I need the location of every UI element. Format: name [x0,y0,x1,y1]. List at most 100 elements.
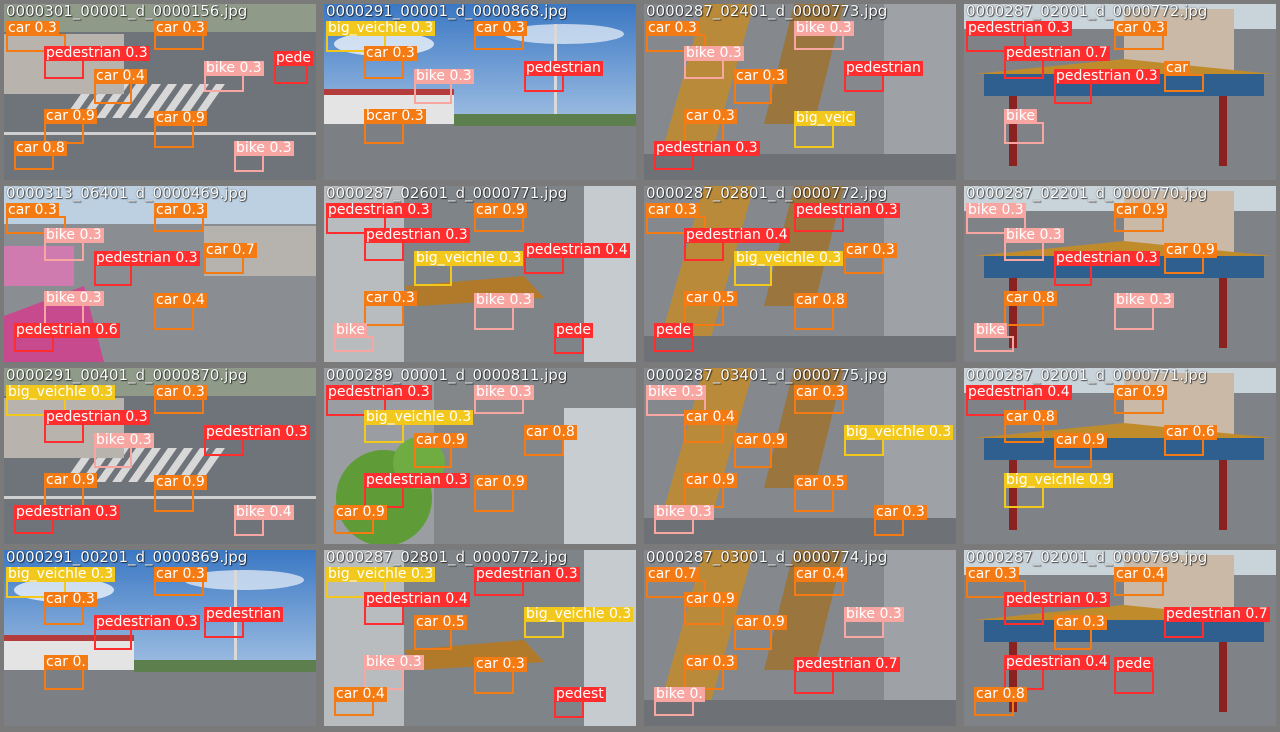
detection-label: car 0.8 [1004,409,1057,425]
detection-label: pedestrian 0.3 [794,202,900,218]
detection-box-car: car 0.4 [684,410,737,443]
detection-label: bike 0.3 [966,202,1026,218]
mosaic-tile: pedestrian 0.3 car 0.3 pedestrian 0.7 pedes… [964,4,1276,180]
detection-label: pedestrian 0.3 [326,202,432,218]
detection-label: car 0.4 [334,686,387,702]
detection-label: pedest [554,686,606,702]
detection-box-pedestrian: pedestrian 0.3 [94,251,200,286]
detection-box-big-veichle: big_veichle 0.3 [6,385,116,416]
detection-box-pedestrian: pedestrian 0.4 [364,592,470,625]
detection-label: car 0.3 [844,242,897,258]
detection-box-bike: bike 0.3 [654,505,714,534]
detection-label: car 0.3 [6,202,59,218]
detection-box-bike: bike 0.3 [1114,293,1174,330]
detection-label: bike 0.3 [94,432,154,448]
detection-label: pedestrian 0.4 [966,384,1072,400]
detection-box-bike: bike 0.3 [474,385,534,414]
detection-label: pede [274,50,313,66]
detection-box-car: car 0.9 [734,433,787,468]
detection-label: car [1164,60,1191,76]
detection-box-pedestrian: pedestrian 0.7 [794,657,900,694]
tile-filename: 0000287_02801_d_0000772.jpg [646,186,888,202]
detection-label: pedestrian 0.3 [14,504,120,520]
detection-box-big-veichle: big_veichle 0.3 [844,425,954,456]
detection-label: car 0.4 [154,292,207,308]
tile-filename: 0000287_03001_d_0000774.jpg [646,550,888,566]
detection-label: car 0.3 [364,290,417,306]
detection-box-car: car 0.9 [684,473,737,508]
detection-box-bike: bike 0.4 [234,505,294,536]
detection-label: car 0.3 [154,566,207,582]
detection-label: car 0.3 [684,108,737,124]
detection-label: pedestrian 0.4 [684,227,790,243]
detection-box-bike: bike 0. [654,687,705,716]
detection-label: bike 0.4 [234,504,294,520]
tile-filename: 0000287_03401_d_0000775.jpg [646,368,888,384]
detection-label: car 0.9 [474,202,527,218]
detection-label: pedestrian 0.3 [326,384,432,400]
detection-label: bike 0.3 [1114,292,1174,308]
detection-box-bike: bike 0.3 [94,433,154,468]
detection-box-pedestrian: pede [554,323,593,354]
detection-box-car: car 0.9 [734,615,787,650]
mosaic-tile: big_veichle 0.3 car 0.3 car 0.3 bike 0.3 ped… [324,4,636,180]
tile-filename: 0000291_00201_d_0000869.jpg [6,550,248,566]
detection-box-pedestrian: pedestrian 0.3 [14,505,120,534]
detection-label: bike 0.3 [654,504,714,520]
detection-box-pedestrian: pedestrian 0.3 [44,410,150,443]
detection-label: car 0.3 [6,20,59,36]
detection-box-car: car 0.3 [844,243,897,274]
detection-label: pedestrian 0.3 [966,20,1072,36]
tile-filename: 0000287_02401_d_0000773.jpg [646,4,888,20]
detection-label: pedestrian 0.3 [1054,68,1160,84]
detection-box-car: car 0.3 [966,567,1026,598]
tile-filename: 0000287_02801_d_0000772.jpg [326,550,568,566]
detection-box-car: car 0.3 [684,655,737,690]
detection-box-pedestrian: pedestrian 0.4 [524,243,630,274]
detection-box-bike: bike 0.3 [646,385,706,416]
detection-label: car 0.3 [1054,614,1107,630]
tile-filename: 0000287_02001_d_0000771.jpg [966,368,1208,384]
detection-box-car: car 0.9 [684,592,737,625]
mosaic-tile: bike 0.3 car 0.3 car 0.4 car 0.9 big_veichle… [644,368,956,544]
detection-box-pedestrian: pedestrian 0.7 [1004,46,1110,79]
detection-label: car 0.3 [154,384,207,400]
detection-box-bike: bike 0.3 [44,228,104,261]
detection-label: car 0.9 [734,614,787,630]
detection-box-car: car 0.9 [1054,433,1107,468]
detection-box-big-veichle: big_veichle 0.3 [326,567,436,598]
detection-label: pede [654,322,693,338]
detection-label: car 0.3 [646,20,699,36]
detection-box-car: car 0.4 [1114,567,1167,596]
detection-box-pedestrian: pedestrian 0.3 [326,203,432,234]
detection-box-pedestrian: pedestrian 0.3 [1054,251,1160,286]
detection-box-pedestrian: pedestrian 0.4 [1004,655,1110,690]
detection-box-car: car 0.3 [646,21,706,52]
detection-label: car 0.4 [684,409,737,425]
detection-box-pedestrian: pedestrian 0.3 [204,425,310,456]
detection-box-car: car 0.6 [1164,425,1217,456]
detection-box-pedestrian: pedestrian [844,61,923,92]
detection-box-car: car 0.9 [414,433,467,468]
detection-box-bike: bike 0.3 [364,655,424,690]
detection-box-pedestrian: pedestrian 0.6 [14,323,120,352]
detection-label: big_veichle 0.3 [6,384,116,400]
detection-label: bike 0.3 [794,20,854,36]
detection-box-pedestrian: pedestrian 0.3 [474,567,580,596]
detection-label: car 0.8 [524,424,577,440]
detection-label: bike 0.3 [44,290,104,306]
detection-label: bcar 0.3 [364,108,426,124]
detection-box-car: car 0.3 [1114,21,1167,50]
detection-box-bike: bike [974,323,1014,352]
detection-label: car 0.9 [334,504,387,520]
tile-filename: 0000301_00001_d_0000156.jpg [6,4,248,20]
detection-label: big_veichle 0.3 [326,566,436,582]
detection-box-car: car 0.9 [154,475,207,512]
detection-label: car 0.4 [94,68,147,84]
detection-label: pedestrian 0.7 [1004,45,1110,61]
detection-label: car 0.3 [44,591,97,607]
detection-label: car 0.3 [646,202,699,218]
detection-box-car: car 0.4 [334,687,387,716]
detection-label: bike 0.3 [474,384,534,400]
